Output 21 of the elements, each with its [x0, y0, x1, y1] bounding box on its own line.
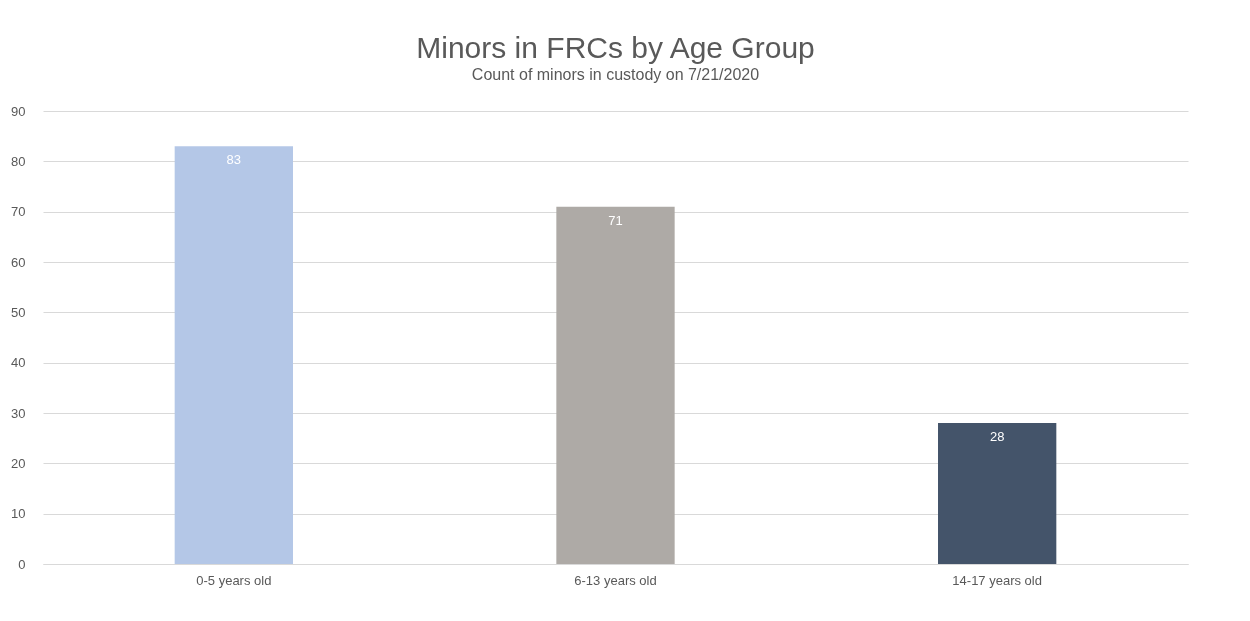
bar [556, 206, 675, 564]
y-tick-label: 10 [11, 506, 26, 522]
chart-subtitle: Count of minors in custody on 7/21/2020 [471, 66, 760, 83]
data-label: 71 [608, 212, 623, 228]
chart-title: Minors in FRCs by Age Group [416, 31, 815, 64]
y-tick-label: 90 [11, 103, 26, 119]
x-tick-label: 6-13 years old [574, 572, 657, 588]
y-tick-label: 70 [11, 204, 26, 220]
x-tick-label: 14-17 years old [952, 572, 1042, 588]
x-tick-label: 0-5 years old [196, 572, 272, 588]
data-label: 28 [989, 429, 1005, 445]
y-tick-label: 0 [18, 556, 26, 572]
y-tick-label: 50 [11, 304, 26, 320]
bar [174, 146, 293, 564]
bar [938, 423, 1057, 564]
y-tick-label: 80 [11, 153, 26, 169]
y-tick-label: 60 [11, 254, 26, 270]
y-tick-label: 30 [11, 405, 26, 421]
y-tick-label: 20 [11, 455, 26, 471]
y-tick-label: 40 [11, 355, 26, 371]
data-label: 83 [226, 152, 242, 168]
